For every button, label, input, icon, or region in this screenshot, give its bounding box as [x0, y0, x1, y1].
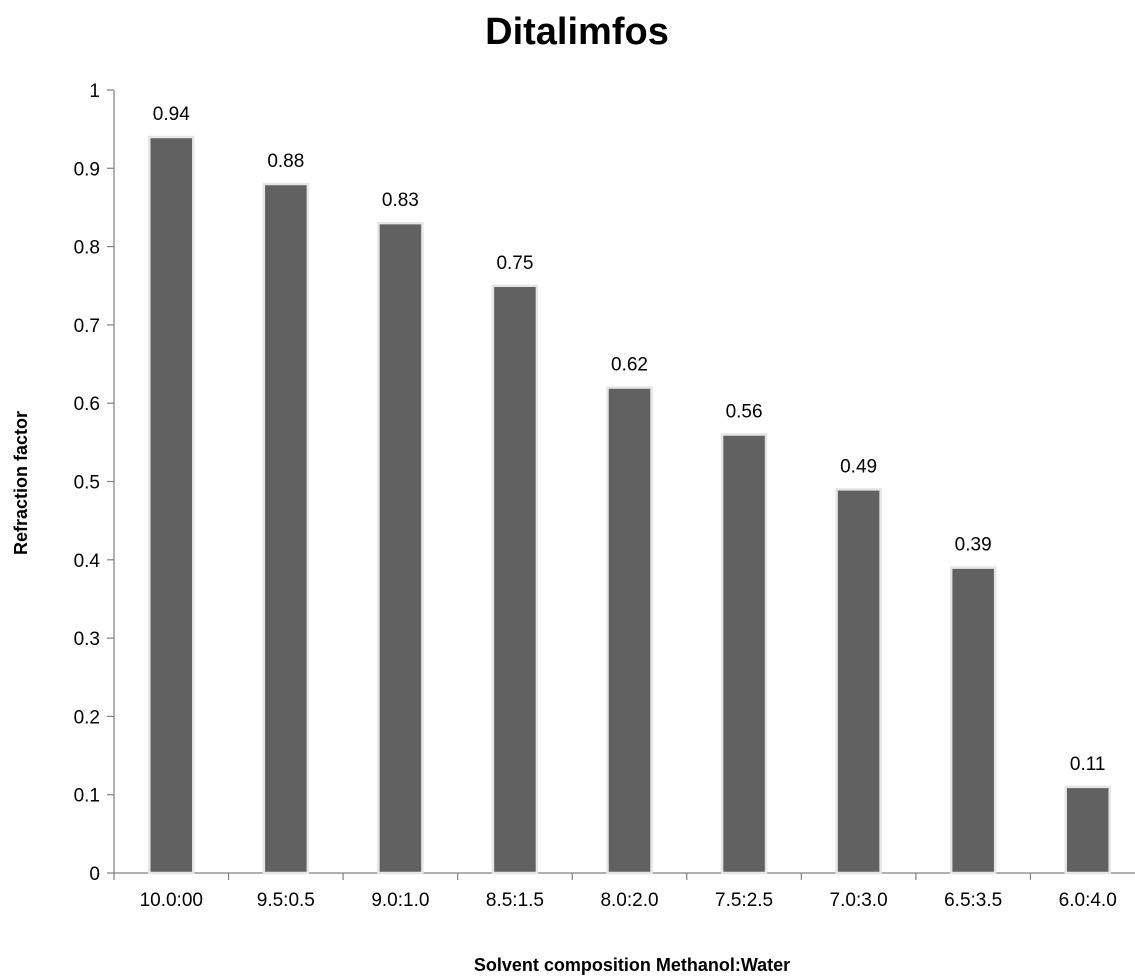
x-tick-label: 10.0:00	[140, 890, 203, 911]
x-axis-title: Solvent composition Methanol:Water	[474, 955, 790, 975]
y-tick-label: 0.1	[74, 786, 100, 807]
data-label: 0.83	[382, 190, 419, 211]
y-tick-label: 0.3	[74, 629, 100, 650]
bar	[835, 488, 882, 875]
y-tick-label: 0.8	[74, 238, 100, 259]
x-tick-label: 8.0:2.0	[600, 890, 658, 911]
x-tick-label: 7.0:3.0	[830, 890, 888, 911]
y-tick-label: 1	[89, 81, 100, 102]
bar	[606, 386, 653, 875]
x-tick-label: 8.5:1.5	[486, 890, 544, 911]
x-tick-label: 9.0:1.0	[371, 890, 429, 911]
y-tick-label: 0.9	[74, 159, 100, 180]
data-label: 0.88	[267, 151, 304, 172]
bar	[720, 433, 768, 875]
data-label: 0.62	[611, 355, 648, 376]
y-tick-label: 0.7	[74, 316, 100, 337]
bar	[262, 182, 310, 875]
x-tick-label: 6.0:4.0	[1059, 890, 1117, 911]
y-axis-title: Refraction factor	[11, 411, 31, 555]
x-tick-label: 9.5:0.5	[257, 890, 315, 911]
bar	[377, 221, 424, 875]
data-label: 0.75	[496, 253, 533, 274]
plot-area: 0 0.1 0.2 0.3 0.4 0.5 0.6 0.7 0.8 0.9 1 10.0:00 0.94…	[74, 81, 1135, 911]
chart-title: Ditalimfos	[485, 11, 669, 53]
bar	[1064, 785, 1111, 875]
y-tick-label: 0.4	[74, 551, 101, 572]
y-tick-label: 0	[89, 864, 100, 885]
data-label: 0.49	[840, 456, 877, 477]
x-tick-label: 6.5:3.5	[944, 890, 1002, 911]
y-tick-label: 0.2	[74, 707, 100, 728]
bar	[949, 566, 997, 875]
data-label: 0.39	[955, 535, 992, 556]
bar	[148, 135, 195, 875]
y-tick-label: 0.5	[74, 473, 100, 494]
data-label: 0.94	[153, 104, 190, 125]
x-tick-label: 7.5:2.5	[715, 890, 773, 911]
data-label: 0.56	[726, 402, 763, 423]
bar	[491, 284, 539, 875]
data-label: 0.11	[1070, 754, 1106, 775]
y-tick-label: 0.6	[74, 394, 100, 415]
